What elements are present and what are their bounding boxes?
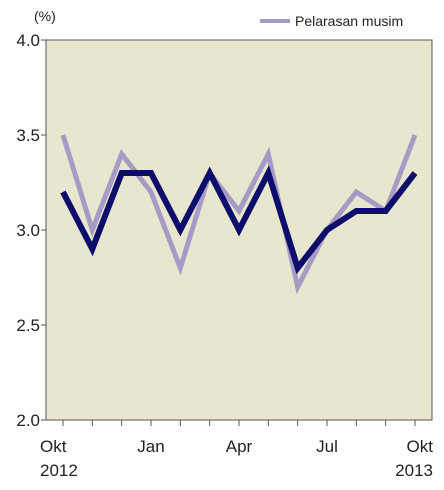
x-tick-label: 2013 bbox=[395, 461, 433, 480]
x-tick-label: Apr bbox=[226, 437, 253, 456]
legend-label: Pelarasan musim bbox=[295, 13, 403, 29]
x-axis: Okt 2012 Jan Apr Jul Okt 2013 bbox=[40, 420, 433, 480]
y-tick-label: 3.5 bbox=[16, 126, 40, 145]
x-tick-label: Okt bbox=[407, 437, 434, 456]
y-unit-label: (%) bbox=[34, 8, 56, 24]
x-tick-label: 2012 bbox=[40, 461, 78, 480]
legend: Pelarasan musim bbox=[260, 13, 403, 29]
series-lines bbox=[60, 134, 418, 295]
y-tick-label: 3.0 bbox=[16, 221, 40, 240]
x-tick-label: Jul bbox=[316, 437, 338, 456]
x-tick-label: Jan bbox=[137, 437, 164, 456]
y-tick-label: 2.0 bbox=[16, 411, 40, 430]
series-line-main bbox=[60, 165, 418, 275]
x-tick-label: Okt bbox=[40, 437, 67, 456]
y-tick-label: 2.5 bbox=[16, 316, 40, 335]
y-tick-label: 4.0 bbox=[16, 31, 40, 50]
series-line-seasonally-adjusted bbox=[60, 134, 418, 295]
y-axis: 2.0 2.5 3.0 3.5 4.0 bbox=[16, 31, 46, 430]
